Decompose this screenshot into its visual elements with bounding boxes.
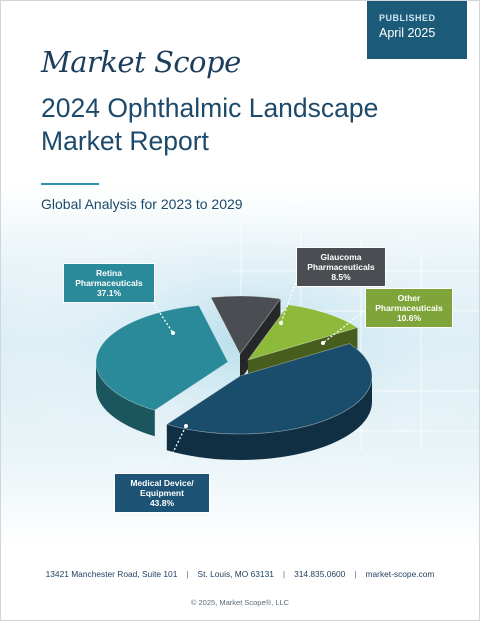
footer-separator: | <box>282 569 286 579</box>
pie-chart-svg <box>95 278 373 476</box>
pie-slice-side <box>166 376 372 460</box>
pie-slice-side <box>96 362 155 437</box>
title-divider <box>41 183 99 185</box>
pie-slice-0 <box>165 343 373 435</box>
pie-label-2: Glaucoma Pharmaceuticals 8.5% <box>296 247 386 287</box>
footer-separator: | <box>186 569 189 579</box>
footer-website[interactable]: market-scope.com <box>365 569 435 579</box>
footer-address: 13421 Manchester Road, Suite 101 <box>45 569 178 579</box>
report-subtitle: Global Analysis for 2023 to 2029 <box>41 196 243 212</box>
pie-slice-2 <box>210 295 282 355</box>
pie-label-name: Other <box>397 293 421 303</box>
pie-leader-dot <box>321 341 325 345</box>
pie-label-name: Medical Device/ <box>130 478 194 488</box>
report-title: 2024 Ophthalmic Landscape Market Report <box>41 92 461 158</box>
pie-label-3: Other Pharmaceuticals 10.6% <box>365 288 453 328</box>
published-label: PUBLISHED <box>379 13 436 23</box>
pie-label-0: Medical Device/Equipment 43.8% <box>114 473 210 513</box>
copyright: © 2025, Market Scope®, LLC <box>190 598 290 607</box>
title-line-1: 2024 Ophthalmic Landscape <box>41 93 379 123</box>
pie-label-name: Pharmaceuticals <box>75 278 143 288</box>
pie-label-1: Retina Pharmaceuticals 37.1% <box>63 263 155 303</box>
published-badge: PUBLISHED April 2025 <box>367 1 467 59</box>
pie-leader-dot <box>279 321 283 325</box>
pie-leader-line <box>161 425 187 476</box>
pie-label-percent: 10.6% <box>396 313 422 323</box>
company-logo: Market Scope <box>41 45 241 79</box>
pie-label-name: Pharmaceuticals <box>375 303 443 313</box>
pie-label-name: Equipment <box>140 488 184 498</box>
pie-leader-dot <box>171 331 175 335</box>
footer-city: St. Louis, MO 63131 <box>197 569 274 579</box>
footer-separator: | <box>354 569 357 579</box>
pie-slice-3 <box>246 304 359 361</box>
title-line-2: Market Report <box>41 126 209 156</box>
footer-contact: 13421 Manchester Road, Suite 101 | St. Lou… <box>1 569 479 579</box>
pie-label-name: Glaucoma <box>320 252 362 262</box>
pie-label-percent: 37.1% <box>96 288 122 298</box>
pie-leader-line <box>322 308 368 344</box>
pie-leader-dot <box>184 424 188 428</box>
pie-chart: Medical Device/Equipment 43.8% Retina Pharm… <box>1 231 479 521</box>
pie-label-percent: 8.5% <box>331 272 351 282</box>
published-date: April 2025 <box>379 26 436 40</box>
pie-label-percent: 43.8% <box>149 498 175 508</box>
pie-label-name: Retina <box>96 268 122 278</box>
footer-phone: 314.835.0600 <box>294 569 346 579</box>
pie-label-name: Pharmaceuticals <box>307 262 375 272</box>
pie-slice-1 <box>95 305 229 411</box>
